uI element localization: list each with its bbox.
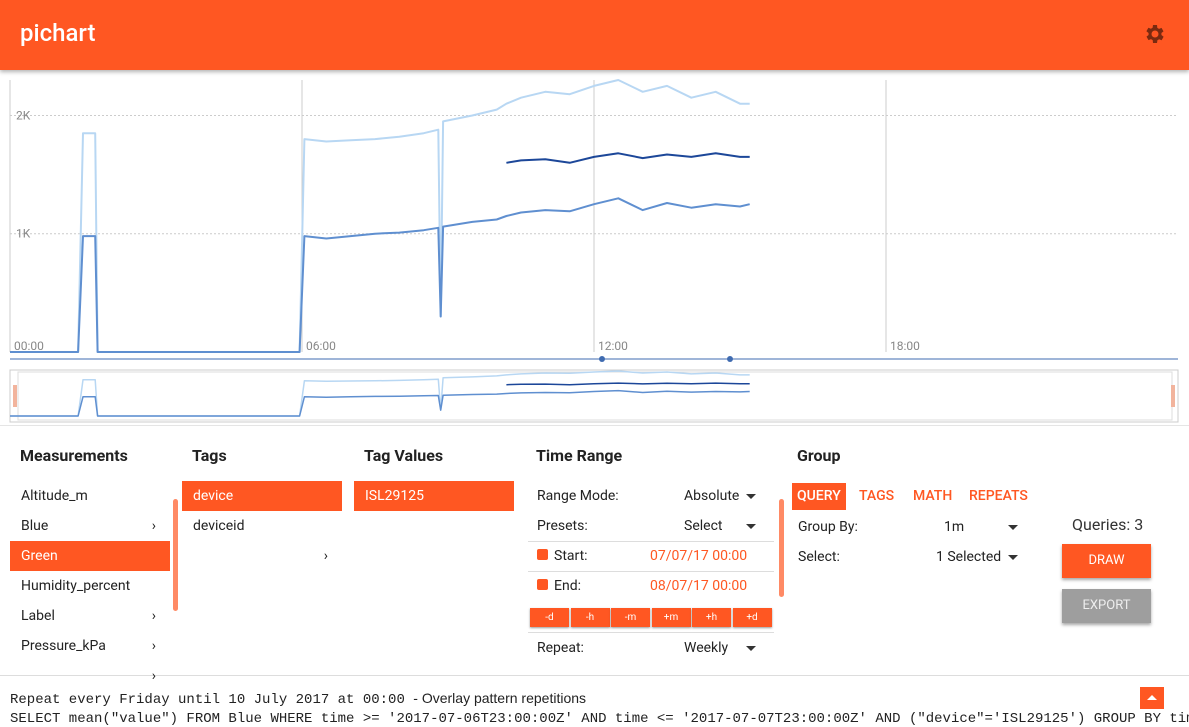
list-item[interactable]: Humidity_percent › bbox=[10, 571, 170, 624]
handle[interactable] bbox=[13, 385, 17, 407]
item-label: Humidity_percent bbox=[21, 578, 131, 594]
step-button[interactable]: -m bbox=[611, 608, 650, 627]
rule bbox=[528, 571, 774, 572]
end-date[interactable]: 08/07/17 00:00 bbox=[650, 578, 748, 594]
item-label: Green bbox=[21, 548, 58, 564]
label: Start: bbox=[554, 548, 588, 564]
repeat-text: Repeat every Friday until 10 July 2017 a… bbox=[10, 690, 586, 708]
header: Measurements bbox=[20, 446, 128, 465]
checkbox[interactable] bbox=[537, 579, 548, 590]
label: End: bbox=[554, 578, 581, 594]
step-button[interactable]: +h bbox=[692, 608, 731, 627]
app-bar bbox=[0, 0, 1189, 70]
query-text: SELECT mean("value") FROM Blue WHERE tim… bbox=[10, 711, 1189, 727]
list-item[interactable]: Blue1› bbox=[10, 511, 170, 564]
item-label: ISL29125 bbox=[365, 488, 425, 504]
series-line bbox=[10, 197, 750, 353]
step-button[interactable]: +d bbox=[732, 608, 772, 627]
chevron: › bbox=[151, 518, 156, 534]
overlay-note: - Overlay pattern repetitions bbox=[413, 690, 587, 706]
expand-button[interactable] bbox=[1140, 687, 1164, 709]
chevron: › bbox=[151, 608, 156, 624]
export-button[interactable]: EXPORT bbox=[1062, 589, 1151, 623]
dropdown-arrow bbox=[746, 494, 756, 499]
query-count: Queries: 3 bbox=[1072, 515, 1144, 534]
range-selector[interactable] bbox=[9, 369, 1179, 423]
marker bbox=[599, 356, 605, 362]
scrollbar[interactable] bbox=[779, 499, 784, 597]
chevron: › bbox=[323, 548, 328, 564]
x-tick-label: 06:00 bbox=[306, 339, 336, 353]
settings-icon[interactable] bbox=[1142, 22, 1166, 46]
item-count: 1 bbox=[132, 578, 140, 594]
chevron: › bbox=[323, 518, 328, 534]
x-tick-label: 18:00 bbox=[890, 339, 920, 353]
tab[interactable]: TAGS bbox=[859, 488, 895, 504]
chevron: › bbox=[151, 578, 156, 594]
scrollbar[interactable] bbox=[173, 499, 178, 611]
label: Presets: bbox=[537, 518, 588, 534]
step-button[interactable]: -h bbox=[570, 608, 610, 627]
item-label: device bbox=[193, 488, 234, 504]
step-button[interactable]: +m bbox=[651, 608, 691, 627]
x-tick-label: 12:00 bbox=[598, 339, 628, 353]
list-item[interactable]: Pressure_kPa › bbox=[10, 631, 170, 684]
item-label: Pressure_kPa bbox=[21, 638, 106, 654]
label: Select: bbox=[798, 549, 840, 565]
item-label: Altitude_m bbox=[21, 488, 88, 504]
rule bbox=[528, 632, 774, 633]
tab[interactable]: QUERY bbox=[792, 483, 846, 510]
label: Repeat: bbox=[537, 640, 584, 656]
handle[interactable] bbox=[1171, 385, 1175, 407]
header: Time Range bbox=[536, 446, 623, 465]
step-button[interactable]: -d bbox=[530, 608, 569, 627]
divider bbox=[0, 675, 1189, 676]
dropdown-arrow bbox=[746, 646, 756, 651]
y-tick-label: 1K bbox=[16, 227, 31, 241]
y-tick-label: 2K bbox=[16, 108, 31, 122]
chart: 00:00 06:00 12:00 18:00 1K 2K bbox=[9, 79, 1179, 423]
rule bbox=[528, 541, 774, 542]
checkbox[interactable] bbox=[537, 549, 548, 560]
list-item[interactable]: Altitude_m › bbox=[10, 481, 170, 534]
dropdown-arrow bbox=[746, 524, 756, 529]
overview-line bbox=[10, 389, 750, 417]
label: Range Mode: bbox=[537, 488, 619, 504]
marker bbox=[727, 356, 733, 362]
x-tick-label: 00:00 bbox=[14, 339, 44, 353]
app-title: pichart bbox=[20, 19, 96, 47]
draw-button[interactable]: DRAW bbox=[1062, 544, 1151, 578]
list-item[interactable]: ISL29125 bbox=[354, 481, 514, 511]
item-label: Label bbox=[21, 608, 55, 624]
dropdown[interactable]: Select bbox=[684, 518, 723, 534]
start-date[interactable]: 07/07/17 00:00 bbox=[650, 548, 748, 564]
header: Tags bbox=[192, 446, 227, 465]
label: Group By: bbox=[798, 519, 858, 535]
repeat-summary: Repeat every Friday until 10 July 2017 a… bbox=[10, 692, 405, 708]
item-label: deviceid bbox=[193, 518, 245, 534]
item-label: Blue bbox=[21, 518, 49, 534]
dropdown-arrow bbox=[1008, 555, 1018, 560]
tab[interactable]: MATH bbox=[913, 488, 953, 504]
dropdown[interactable]: Weekly bbox=[684, 640, 729, 656]
header: Group bbox=[797, 446, 841, 465]
overview-line bbox=[506, 382, 750, 386]
series-line bbox=[506, 152, 750, 164]
list-item[interactable]: device 1 › bbox=[182, 481, 342, 534]
list-item[interactable]: Green 1 › bbox=[10, 541, 170, 594]
chevron: › bbox=[151, 638, 156, 654]
chevron: › bbox=[151, 668, 156, 684]
tab[interactable]: REPEATS bbox=[969, 488, 1028, 504]
dropdown-arrow bbox=[1008, 525, 1018, 530]
list-item[interactable]: deviceid › bbox=[182, 511, 342, 564]
divider bbox=[0, 425, 1189, 426]
dropdown[interactable]: Absolute bbox=[684, 488, 740, 504]
list-item[interactable]: Label › bbox=[10, 601, 170, 654]
dropdown[interactable]: 1m bbox=[944, 519, 965, 535]
series-line bbox=[10, 79, 750, 353]
header: Tag Values bbox=[364, 446, 444, 465]
item-count: 1 bbox=[304, 518, 312, 534]
dropdown[interactable]: 1 Selected bbox=[936, 549, 1002, 565]
